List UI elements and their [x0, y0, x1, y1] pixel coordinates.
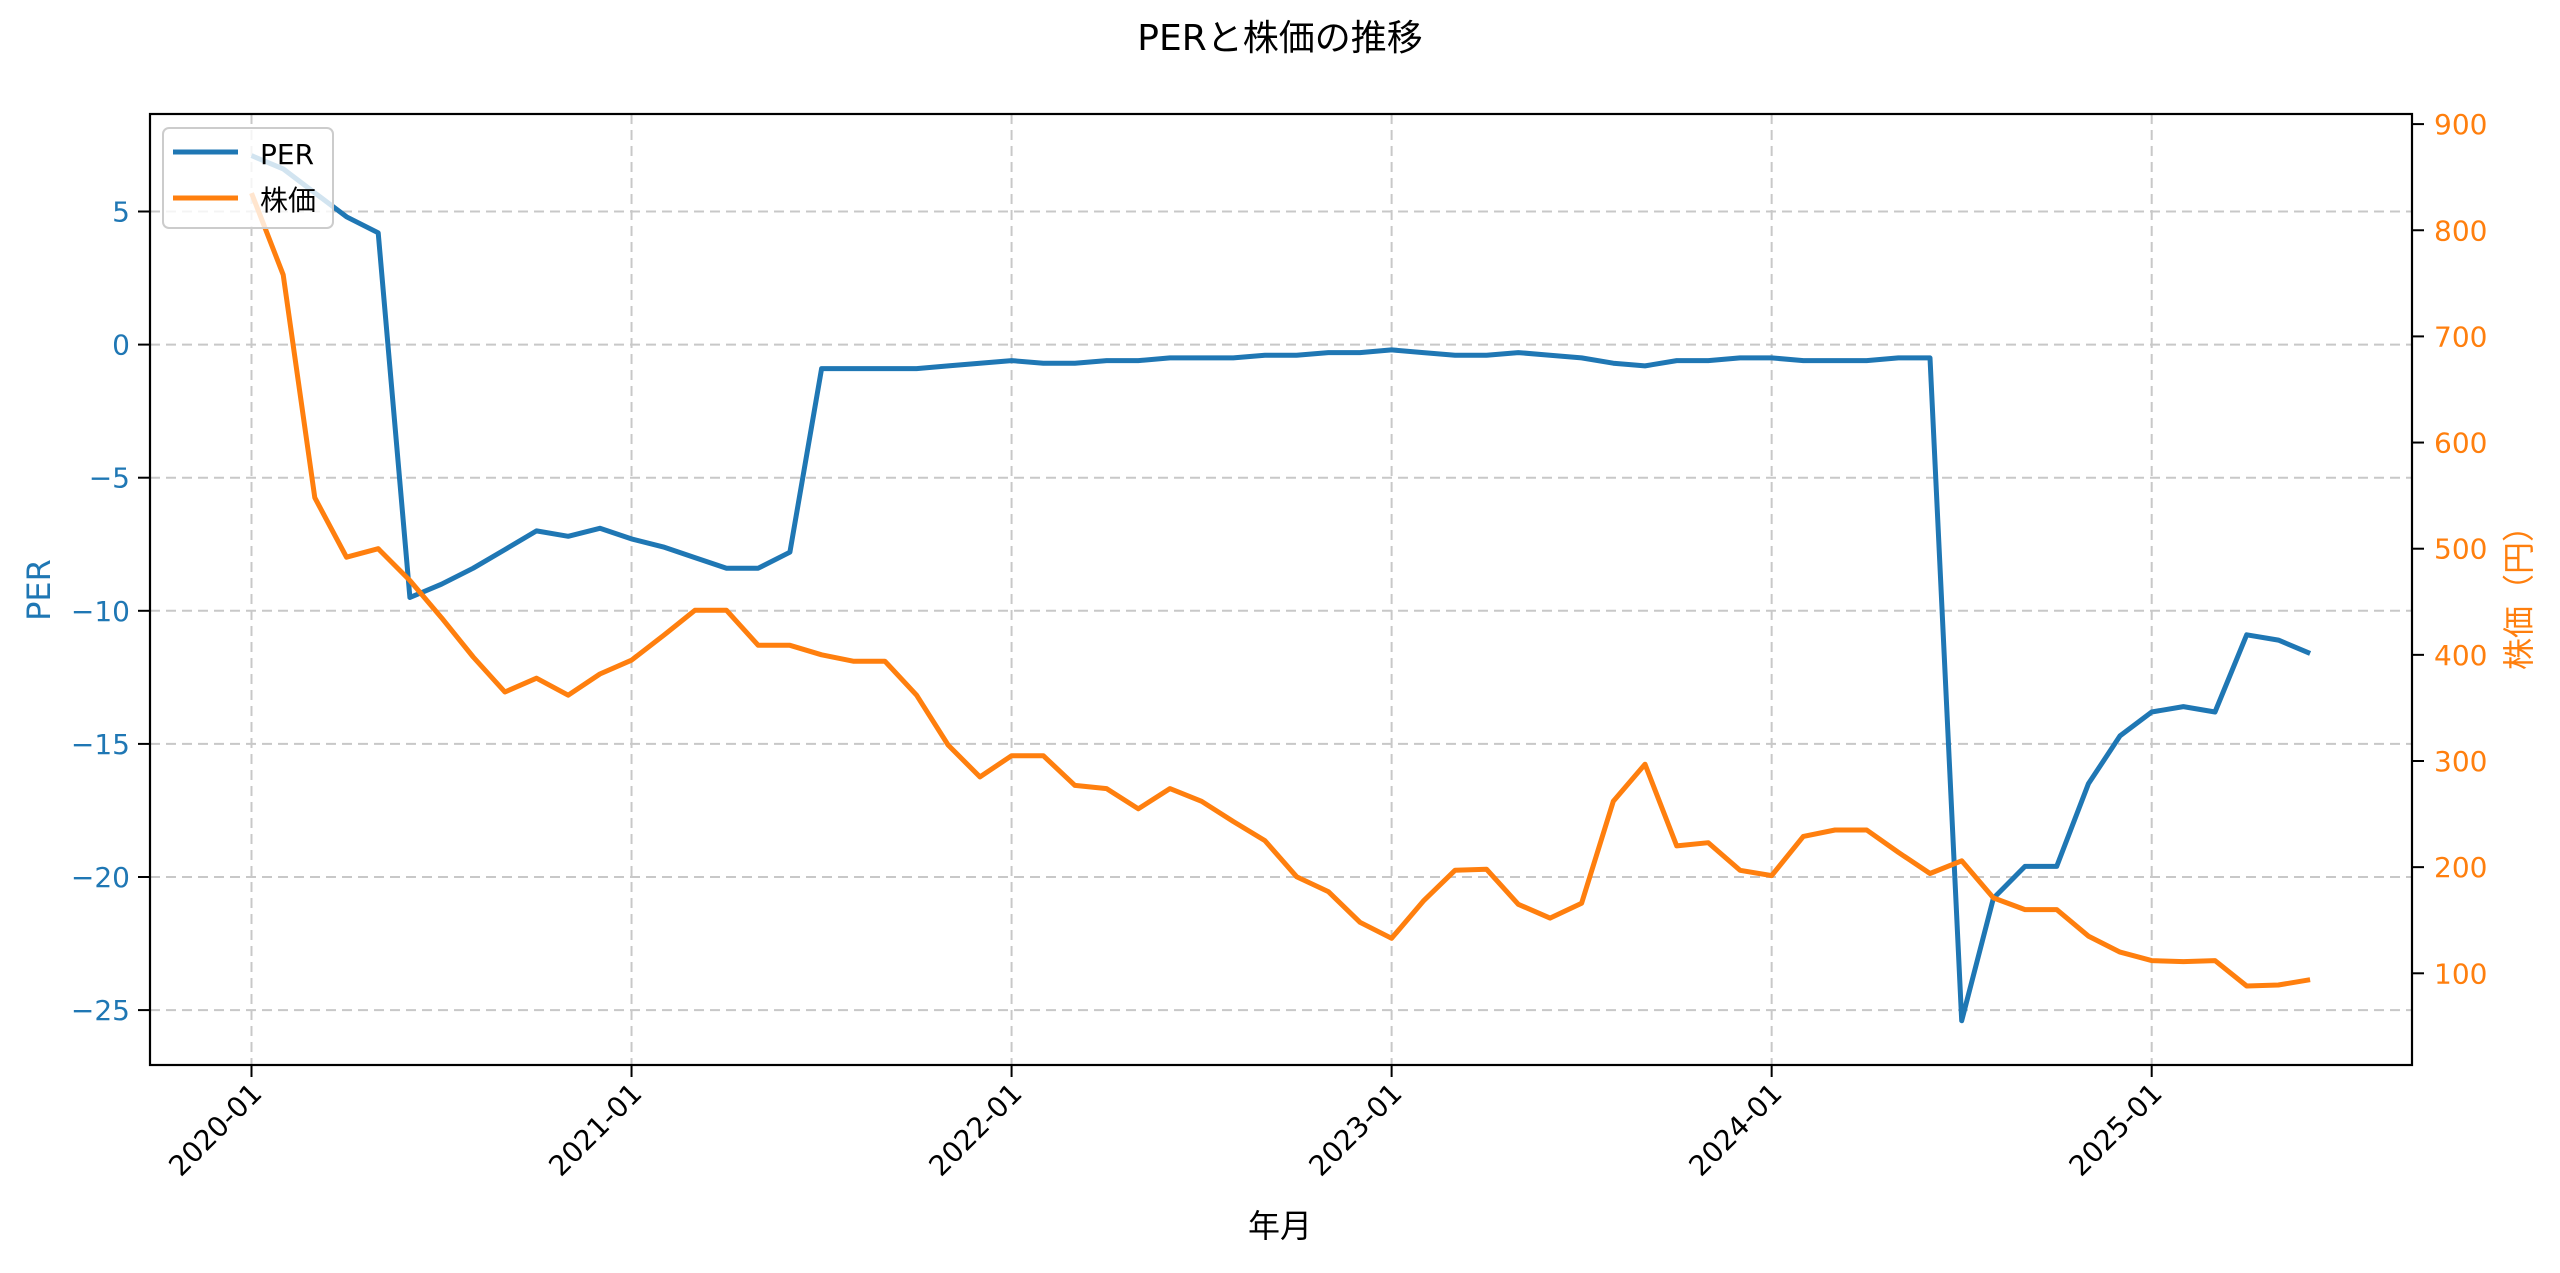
y-right-tick-label: 700	[2434, 320, 2487, 353]
y-left-tick-label: 0	[112, 329, 130, 362]
y-axis-right: 900 800 700 600 500 400 300 200 100	[2412, 108, 2487, 990]
x-tick-label: 2024-01	[1683, 1077, 1789, 1183]
y-right-tick-label: 500	[2434, 533, 2487, 566]
per-line	[250, 153, 2312, 1024]
chart-title: PERと株価の推移	[1137, 18, 1422, 59]
x-axis: 2020-01 2021-01 2022-01 2023-01 2024-01 2025-…	[162, 1065, 2169, 1183]
legend: PER 株価	[162, 127, 334, 229]
y-left-tick-label: −25	[71, 994, 130, 1027]
y-right-tick-label: 100	[2434, 957, 2487, 990]
x-tick-label: 2020-01	[162, 1077, 268, 1183]
y-right-tick-label: 800	[2434, 214, 2487, 247]
legend-per-label: PER	[260, 138, 314, 171]
x-tick-label: 2025-01	[2063, 1077, 2169, 1183]
y-right-tick-label: 400	[2434, 639, 2487, 672]
y-axis-left-label: PER	[20, 559, 58, 621]
y-left-tick-label: −20	[71, 861, 130, 894]
x-axis-label: 年月	[1248, 1207, 1312, 1245]
x-tick-label: 2023-01	[1303, 1077, 1409, 1183]
price-line	[249, 192, 2311, 989]
y-left-tick-label: −5	[89, 462, 130, 495]
y-axis-left: 5 0 −5 −10 −15 −20 −25	[71, 196, 150, 1027]
legend-price-label: 株価	[260, 184, 316, 217]
y-axis-right-label: 株価（円）	[2500, 510, 2538, 670]
y-left-tick-label: −10	[71, 595, 130, 628]
y-right-tick-label: 300	[2434, 745, 2487, 778]
x-tick-label: 2021-01	[542, 1077, 648, 1183]
y-left-tick-label: −15	[71, 728, 130, 761]
plot-frame	[148, 112, 2414, 1067]
y-right-tick-label: 600	[2434, 427, 2487, 460]
y-right-tick-label: 200	[2434, 851, 2487, 884]
y-left-tick-label: 5	[112, 196, 130, 229]
grid-lines	[150, 114, 2412, 1065]
x-tick-label: 2022-01	[922, 1077, 1028, 1183]
data-series	[249, 153, 2312, 1024]
y-right-tick-label: 900	[2434, 108, 2487, 141]
